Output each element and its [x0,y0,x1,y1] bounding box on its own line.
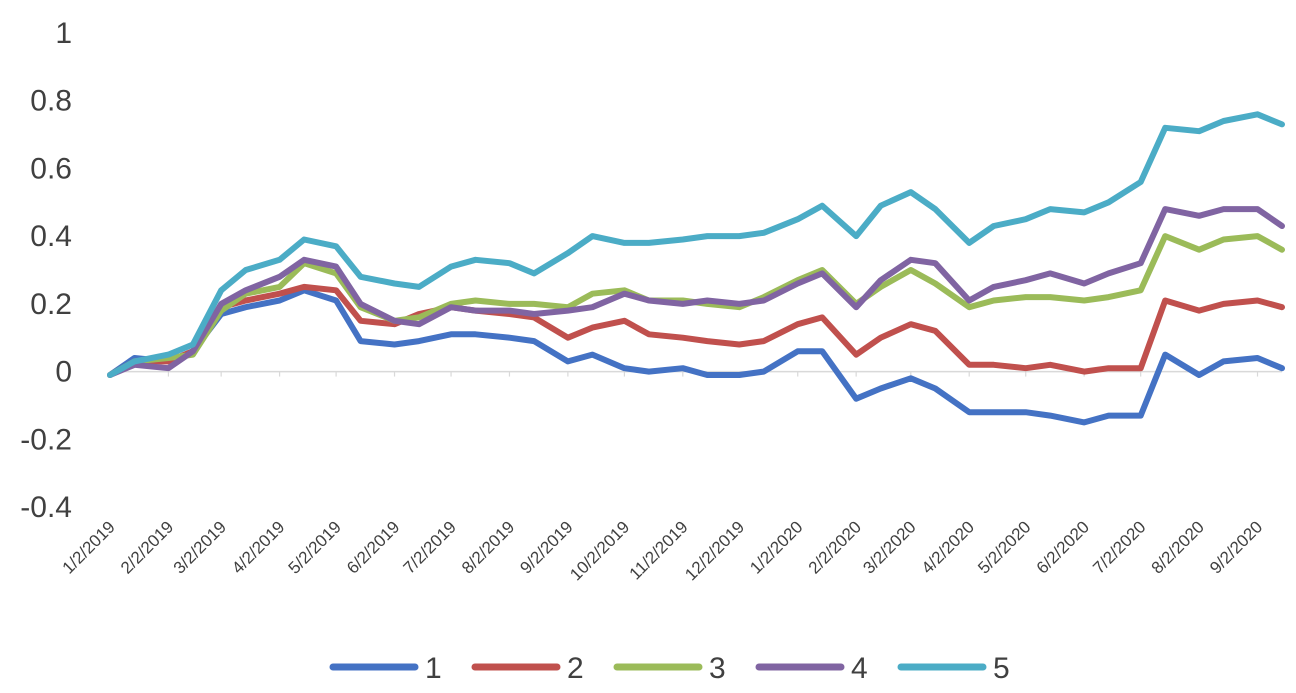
y-tick-label: -0.4 [20,491,72,524]
legend-label-1: 1 [425,652,442,685]
x-tick-label: 3/2/2020 [859,517,919,577]
x-tick-label: 2/2/2019 [117,517,177,577]
x-tick-label: 1/2/2019 [59,517,119,577]
legend-label-5: 5 [993,652,1010,685]
x-tick-label: 1/2/2020 [746,517,806,577]
series-line-4 [107,206,1285,378]
y-tick-label: 0.8 [30,85,72,118]
x-tick-label: 8/2/2019 [458,517,518,577]
x-tick-label: 7/2/2020 [1089,517,1149,577]
x-tick-label: 5/2/2020 [974,517,1034,577]
x-tick-label: 8/2/2020 [1148,517,1208,577]
x-tick-label: 5/2/2019 [285,517,345,577]
y-tick-label: -0.2 [20,423,72,456]
x-tick-label: 7/2/2019 [400,517,460,577]
x-tick-label: 4/2/2020 [918,517,978,577]
x-tick-label: 9/2/2020 [1206,517,1266,577]
x-tick-label: 11/2/2019 [626,517,692,583]
legend-label-3: 3 [709,652,726,685]
series-lines [107,111,1285,426]
x-tick-label: 10/2/2019 [566,517,633,584]
series-line-2 [107,283,1285,378]
series-line-1 [107,287,1285,426]
x-axis-ticks: 1/2/20192/2/20193/2/20194/2/20195/2/2019… [59,371,1266,584]
x-tick-label: 2/2/2020 [805,517,865,577]
y-tick-label: 0.2 [30,288,72,321]
x-tick-label: 12/2/2019 [681,517,748,584]
x-tick-label: 3/2/2019 [170,517,230,577]
legend-label-4: 4 [851,652,868,685]
y-tick-label: 0 [55,356,72,389]
x-tick-label: 6/2/2019 [343,517,403,577]
legend: 1 2 3 4 5 [329,652,1010,685]
y-axis-ticks: -0.4 -0.2 0 0.2 0.4 0.6 0.8 1 [20,17,72,524]
y-tick-label: 1 [55,17,72,50]
y-tick-label: 0.6 [30,152,72,185]
x-tick-label: 6/2/2020 [1033,517,1093,577]
y-tick-label: 0.4 [30,220,72,253]
legend-label-2: 2 [567,652,584,685]
series-line-5 [107,111,1285,378]
x-tick-label: 4/2/2019 [228,517,288,577]
